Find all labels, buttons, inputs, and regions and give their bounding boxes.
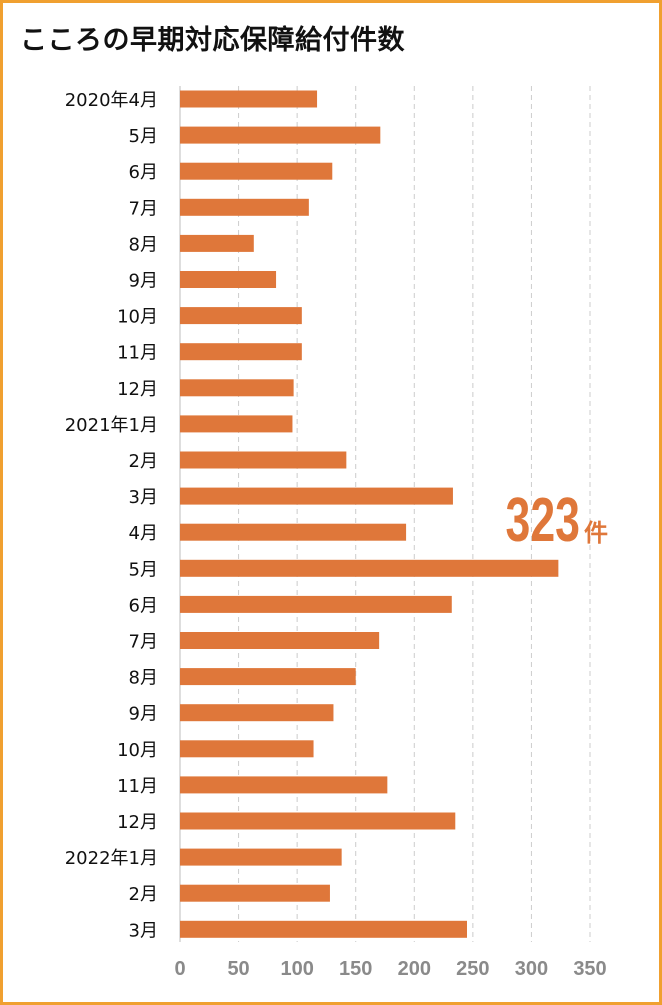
category-label: 3月 (129, 920, 158, 941)
x-tick-label: 250 (456, 958, 489, 980)
bar (180, 776, 388, 794)
chart-title: こころの早期対応保障給付件数 (20, 25, 405, 56)
category-label: 12月 (117, 812, 158, 833)
bar (180, 162, 333, 180)
category-label: 6月 (129, 162, 158, 183)
category-label: 8月 (129, 234, 158, 255)
category-label: 2022年1月 (65, 848, 158, 869)
bar (180, 90, 318, 108)
bar (180, 632, 380, 649)
bar (180, 595, 452, 613)
bar (180, 487, 453, 505)
category-label: 9月 (129, 271, 158, 292)
category-label: 5月 (129, 559, 158, 580)
x-tick-label: 300 (515, 958, 548, 980)
x-tick-label: 50 (227, 958, 249, 980)
x-tick-label: 100 (280, 958, 313, 980)
bar (180, 668, 356, 686)
category-label: 10月 (117, 740, 158, 761)
category-label: 10月 (117, 307, 158, 328)
bar (180, 920, 467, 938)
category-label: 2020年4月 (65, 90, 158, 111)
category-label: 7月 (129, 632, 158, 653)
bar (180, 523, 407, 541)
category-label: 6月 (129, 595, 158, 616)
bar (180, 343, 302, 361)
x-tick-label: 150 (339, 958, 372, 980)
category-label: 3月 (129, 487, 158, 508)
bar (180, 126, 381, 144)
x-tick-label: 200 (398, 958, 431, 980)
category-label: 5月 (129, 126, 158, 147)
category-label: 8月 (129, 668, 158, 689)
x-tick-label: 0 (174, 958, 185, 980)
bar (180, 307, 302, 325)
category-label: 9月 (129, 704, 158, 725)
bar (180, 812, 456, 830)
category-label: 4月 (129, 523, 158, 544)
bar (180, 451, 347, 469)
bar (180, 234, 254, 252)
bar (180, 198, 309, 216)
callout-value: 323 (506, 486, 580, 555)
x-tick-label: 350 (573, 958, 606, 980)
bar (180, 415, 293, 433)
bar (180, 740, 314, 758)
category-label: 7月 (129, 198, 158, 219)
category-label: 2月 (129, 884, 158, 905)
bar (180, 271, 277, 288)
category-label: 2021年1月 (65, 415, 158, 436)
category-label: 11月 (117, 343, 158, 364)
category-label: 12月 (117, 379, 158, 400)
category-label: 11月 (117, 776, 158, 797)
bar (180, 884, 330, 902)
bar (180, 704, 334, 722)
category-label: 2月 (129, 451, 158, 472)
bar (180, 379, 294, 397)
bar (180, 848, 342, 866)
bar (180, 559, 559, 577)
callout-unit: 件 (584, 519, 608, 547)
